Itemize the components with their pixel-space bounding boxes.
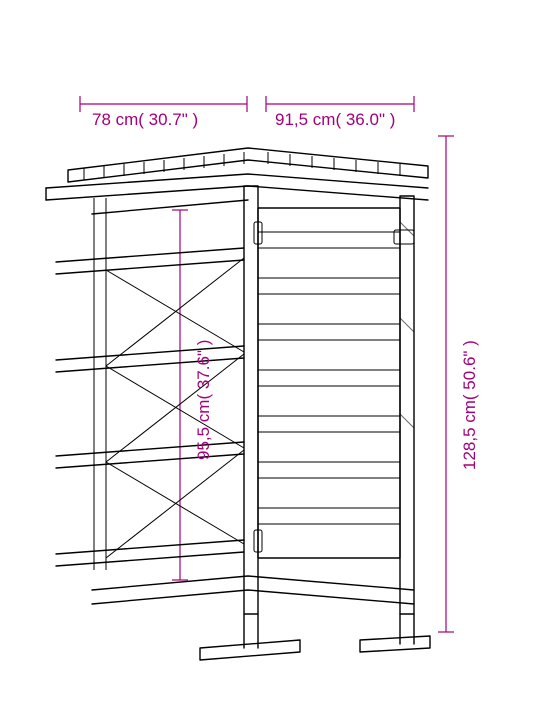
- left-side-frame: [56, 200, 248, 566]
- product-drawing: [0, 0, 540, 720]
- dim-label-width-right: 91,5 cm( 36.0" ): [275, 110, 395, 130]
- front-slats: [258, 208, 414, 558]
- dim-label-width-left: 78 cm( 30.7" ): [92, 110, 198, 130]
- roof-slats: [68, 148, 428, 182]
- dim-label-height-inner: 95,5 cm( 37.6" ): [194, 340, 214, 460]
- floor-frame: [92, 576, 414, 604]
- dim-label-height-full: 128,5 cm( 50.6" ): [460, 340, 480, 470]
- diagram-stage: 78 cm( 30.7" ) 91,5 cm( 36.0" ) 128,5 cm…: [0, 0, 540, 720]
- dim-right-full: [438, 136, 454, 632]
- feet: [200, 614, 430, 660]
